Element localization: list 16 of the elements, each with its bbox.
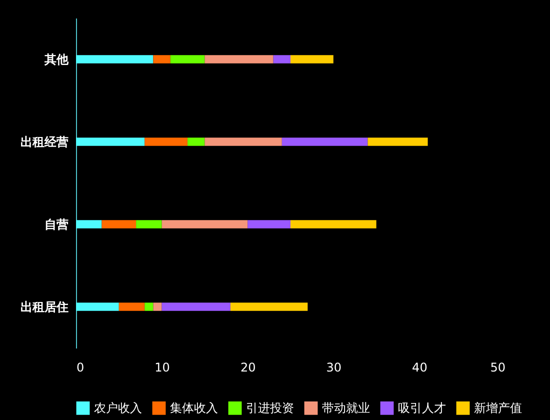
y-tick-label: 其他	[44, 52, 70, 66]
legend-label: 新增产值	[474, 401, 522, 416]
y-tick-label: 出租居住	[20, 300, 68, 314]
x-tick-label: 30	[326, 360, 342, 374]
x-tick-label: 20	[240, 360, 256, 374]
x-tick-label: 40	[412, 360, 428, 374]
x-tick-label: 0	[76, 360, 84, 374]
y-tick-label: 出租经营	[20, 134, 68, 149]
legend-label: 带动就业	[322, 401, 370, 416]
legend-label: 引进投资	[246, 401, 294, 416]
y-tick-label: 自营	[44, 217, 68, 232]
x-tick-label: 10	[154, 360, 170, 374]
x-tick-label: 50	[490, 360, 506, 374]
legend-label: 吸引人才	[398, 401, 446, 416]
legend-label: 农户收入	[94, 401, 142, 416]
legend-label: 集体收入	[170, 401, 218, 416]
